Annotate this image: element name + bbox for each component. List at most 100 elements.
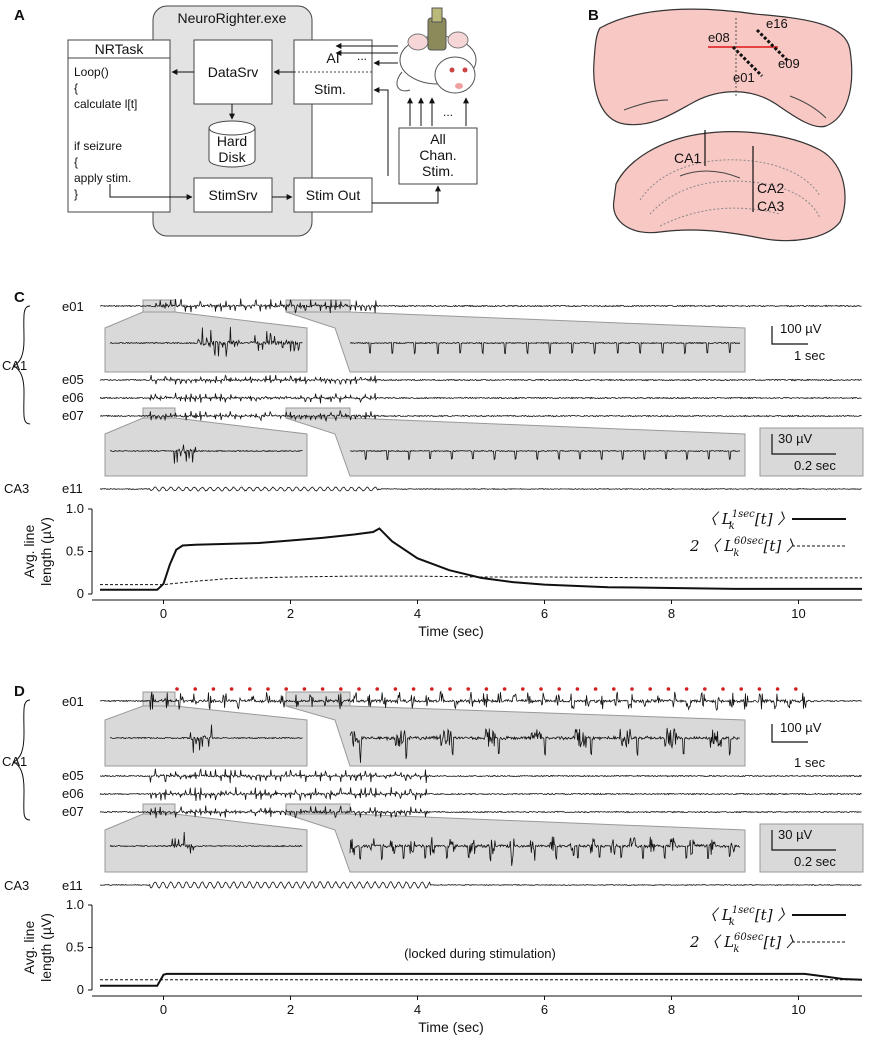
stim-out-box — [293, 177, 373, 213]
y-tick-label: 0 — [77, 586, 84, 601]
zoom-inset — [285, 813, 746, 873]
x-tick-label: 0 — [160, 1002, 167, 1017]
scalebar-amp: 100 µV — [780, 720, 822, 735]
signal-trace — [109, 724, 303, 753]
x-tick-label: 8 — [668, 1002, 675, 1017]
x-tick-label: 10 — [791, 1002, 805, 1017]
channel-label: e01 — [62, 694, 84, 709]
series-line-60sec — [100, 575, 862, 586]
signal-trace — [99, 486, 862, 492]
stimulation-dot — [375, 687, 380, 691]
stimulation-dot — [666, 687, 671, 691]
hard-disk-label: Disk — [218, 149, 246, 165]
x-tick-label: 6 — [541, 606, 548, 621]
x-axis-title: Time (sec) — [418, 623, 484, 639]
group-label-ca3: CA3 — [4, 878, 29, 893]
traces-c — [99, 298, 862, 492]
stimulation-dot — [502, 687, 507, 691]
stimulation-dot — [229, 687, 234, 691]
stimulation-dot — [211, 687, 216, 691]
stimulation-dot — [521, 687, 525, 691]
signal-trace — [349, 727, 740, 763]
stimulation-dot — [248, 687, 252, 691]
ca1-brace — [13, 305, 31, 425]
all-chan-label: Stim. — [422, 163, 454, 179]
channel-label: e05 — [62, 768, 84, 783]
legend-entry: 2 〈 L60sec k [t] 〉 — [689, 932, 801, 955]
window-title: NeuroRighter.exe — [178, 10, 287, 26]
stimulation-dot — [411, 687, 416, 691]
stimulation-dot — [320, 687, 325, 691]
y-axis-title: Avg. linelength (µV) — [21, 913, 54, 982]
all-chan-stim-box — [398, 127, 478, 185]
stimulation-dot — [648, 687, 652, 691]
stimulation-dot — [175, 687, 179, 691]
electrode-array — [731, 45, 764, 78]
scalebar-amp: 30 µV — [778, 431, 813, 446]
stimulation-dot — [739, 687, 743, 691]
stimulation-dot — [703, 687, 707, 691]
x-tick-label: 8 — [668, 606, 675, 621]
hard-disk-label: Hard — [217, 133, 247, 149]
scalebar-time: 0.2 sec — [794, 458, 836, 473]
x-tick-label: 4 — [414, 1002, 421, 1017]
nrtask-box — [67, 39, 171, 213]
zoom-inset — [104, 705, 308, 767]
all-chan-label: All — [430, 131, 446, 147]
y-tick-label: 0.5 — [66, 940, 84, 955]
x-tick-label: 2 — [287, 1002, 294, 1017]
group-label-ca1: CA1 — [2, 754, 27, 769]
scalebar-amp: 30 µV — [778, 827, 813, 842]
stimulation-dot — [466, 687, 471, 691]
series-line-1sec — [100, 972, 863, 987]
code-line: calculate l[t] — [74, 97, 137, 111]
hard-disk-icon: Hard Disk — [208, 120, 256, 168]
zoom-inset — [285, 417, 746, 477]
group-label-ca3: CA3 — [4, 481, 29, 496]
region-label: CA2 — [757, 180, 784, 196]
zoom-inset — [104, 417, 308, 477]
channel-label: e07 — [62, 804, 84, 819]
panel-a: A NeuroRighter.exe NRTask Loop() { calcu… — [14, 5, 478, 237]
stimulation-dot — [775, 687, 780, 691]
signal-trace — [349, 836, 741, 866]
scalebar-100uv: 100 µV 1 sec — [771, 720, 826, 770]
stimulation-dot — [339, 687, 343, 691]
signal-trace — [349, 341, 741, 355]
stimulation-dot — [284, 687, 289, 691]
stimulation-dot — [794, 687, 798, 691]
stimulation-dot — [193, 687, 197, 691]
channel-label: e06 — [62, 786, 84, 801]
brain-slice-bottom — [613, 131, 846, 242]
x-tick-label: 2 — [287, 606, 294, 621]
scalebar-time: 1 sec — [794, 755, 826, 770]
y-tick-label: 1.0 — [66, 897, 84, 912]
panel-d-label: D — [14, 683, 25, 700]
datasrv-label: DataSrv — [208, 64, 259, 80]
flow-arrows — [109, 43, 469, 204]
stimulation-dot — [484, 687, 489, 691]
stimulation-dot — [539, 687, 543, 691]
code-line: { — [74, 81, 78, 95]
stimsrv-label: StimSrv — [209, 187, 258, 203]
electrode-label: e01 — [733, 70, 755, 85]
ca1-brace — [13, 699, 31, 821]
traces-d — [99, 690, 862, 890]
y-tick-label: 0 — [77, 982, 84, 997]
nrtask-title: NRTask — [95, 41, 145, 57]
line-length-chart-c: 0 2 4 6 8 10 0 0.5 1.0 Time (sec) Avg. linelength … — [21, 501, 862, 639]
channel-label: e11 — [62, 481, 83, 496]
channel-label: e01 — [62, 299, 84, 314]
legend-c: 〈 L1sec k [t] 〉 2 〈 L60sec k [t] 〉 — [689, 509, 846, 559]
electrode-label: e09 — [778, 56, 800, 71]
rat-illustration — [396, 7, 477, 94]
legend-d: 〈 L1sec k [t] 〉 2 〈 L60sec k [t] 〉 — [689, 905, 846, 955]
panel-b: B e16 e08 e09 e01 CA1 CA2 CA3 — [588, 7, 853, 242]
scalebar-30uv: 30 µV 0.2 sec — [771, 827, 836, 869]
stimulation-dot — [757, 687, 762, 691]
scalebar-amp: 100 µV — [780, 321, 822, 336]
x-axis-title: Time (sec) — [418, 1019, 484, 1035]
legend-entry: 〈 L1sec k [t] 〉 — [702, 509, 792, 532]
panel-c-label: C — [14, 289, 25, 306]
